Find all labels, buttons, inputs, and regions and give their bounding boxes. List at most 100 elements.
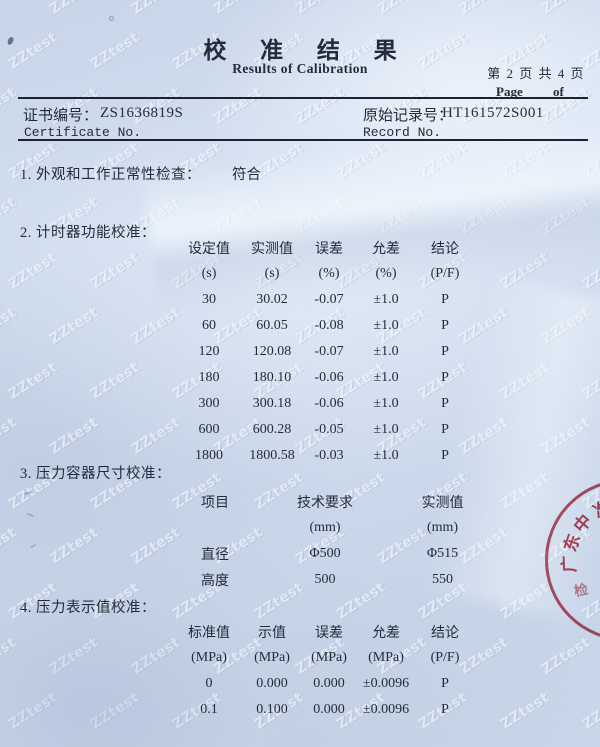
table-value-cell: -0.03 bbox=[314, 448, 344, 463]
table-value-cell: 600 bbox=[198, 422, 220, 437]
table-header-cell: 标准值 bbox=[188, 626, 230, 641]
table-value-cell: 120.08 bbox=[252, 344, 292, 359]
table-value-cell: P bbox=[441, 422, 449, 437]
timer-calibration-table: 设定值 实测值 误差 允差 结论 (s) (s) (%) (%) (P/F) 30 30.02 -0.0… bbox=[176, 235, 474, 469]
table-header-cell: 实测值 bbox=[251, 242, 293, 257]
table-header-cell: 误差 bbox=[315, 626, 343, 641]
record-number-label-en: Record No. bbox=[363, 125, 442, 140]
table-value-cell: 1800 bbox=[195, 448, 223, 463]
table-unit-cell: (%) bbox=[375, 266, 397, 281]
certificate-number-label: 证书编号： bbox=[23, 108, 99, 124]
table-value-cell: -0.06 bbox=[314, 396, 344, 411]
seal-arc-character: 广 bbox=[559, 555, 579, 573]
table-value-cell: ±1.0 bbox=[373, 422, 399, 437]
table-unit-cell: (MPa) bbox=[368, 650, 404, 665]
table-value-cell: 300.18 bbox=[252, 396, 292, 411]
table-value-cell: 0.100 bbox=[256, 702, 288, 717]
table-value-cell: 0.000 bbox=[313, 702, 345, 717]
table-value-cell: ±1.0 bbox=[373, 318, 399, 333]
table-value-cell: ±1.0 bbox=[373, 396, 399, 411]
section-3-heading: 3. 压力容器尺寸校准： bbox=[20, 466, 171, 482]
table-header-cell: 设定值 bbox=[188, 242, 230, 257]
table-value-cell: 1800.58 bbox=[249, 448, 295, 463]
certificate-number-value: ZS1636819S bbox=[100, 105, 184, 121]
table-value-cell: 550 bbox=[432, 572, 453, 587]
section-2-heading: 2. 计时器功能校准： bbox=[20, 225, 156, 241]
table-value-cell: 300 bbox=[198, 396, 220, 411]
table-unit-cell: (mm) bbox=[309, 520, 341, 535]
table-value-cell: 直径 bbox=[201, 548, 229, 563]
table-header-cell: 结论 bbox=[431, 626, 459, 641]
table-value-cell: ±0.0096 bbox=[362, 702, 410, 717]
table-value-cell: P bbox=[441, 292, 449, 307]
table-value-cell: 30 bbox=[202, 292, 216, 307]
table-header-cell: 技术要求 bbox=[297, 496, 353, 511]
table-value-cell: P bbox=[441, 676, 449, 691]
table-value-cell: -0.06 bbox=[314, 370, 344, 385]
table-value-cell: ±1.0 bbox=[373, 344, 399, 359]
table-value-cell: Φ500 bbox=[309, 546, 341, 561]
table-value-cell: 60 bbox=[202, 318, 216, 333]
table-unit-cell bbox=[175, 515, 255, 541]
pressure-indication-table: 标准值 示值 误差 允差 结论 (MPa) (MPa) (MPa) (MPa) (P/F) 0 0.0… bbox=[176, 619, 474, 723]
table-value-cell: P bbox=[441, 396, 449, 411]
table-header-cell: 误差 bbox=[315, 242, 343, 257]
page-word-label: Page bbox=[496, 84, 523, 99]
table-header-cell: 允差 bbox=[372, 626, 400, 641]
table-value-cell: P bbox=[441, 702, 449, 717]
table-value-cell: 600.28 bbox=[252, 422, 292, 437]
table-header-cell: 允差 bbox=[372, 242, 400, 257]
divider-line-top bbox=[18, 97, 588, 99]
table-header-cell: 结论 bbox=[431, 242, 459, 257]
table-value-cell: 30.02 bbox=[256, 292, 288, 307]
table-unit-cell: (%) bbox=[318, 266, 340, 281]
table-header-cell: 实测值 bbox=[421, 496, 464, 511]
table-value-cell: ±1.0 bbox=[373, 370, 399, 385]
table-value-cell: P bbox=[441, 370, 449, 385]
table-value-cell: ±1.0 bbox=[373, 448, 399, 463]
table-value-cell: -0.07 bbox=[314, 344, 344, 359]
table-value-cell: 0.000 bbox=[256, 676, 288, 691]
table-unit-cell: (MPa) bbox=[311, 650, 347, 665]
page-indicator: 第 2 页 共 4 页 bbox=[487, 66, 585, 81]
table-value-cell: -0.05 bbox=[314, 422, 344, 437]
record-number-value: HT161572S001 bbox=[442, 105, 544, 121]
section-4-heading: 4. 压力表示值校准： bbox=[20, 600, 156, 616]
table-unit-cell: (s) bbox=[264, 266, 280, 281]
table-value-cell: P bbox=[441, 318, 449, 333]
divider-line-header-bottom bbox=[18, 139, 588, 141]
record-number-label: 原始记录号： bbox=[363, 108, 454, 124]
seal-inner-character: 检 bbox=[572, 582, 590, 601]
table-header-cell: 项目 bbox=[201, 496, 229, 511]
page-title: 校 准 结 果 bbox=[203, 38, 411, 63]
certificate-number-label-en: Certificate No. bbox=[24, 125, 142, 140]
table-value-cell: ±1.0 bbox=[373, 292, 399, 307]
table-value-cell: 180.10 bbox=[252, 370, 292, 385]
table-unit-cell: (P/F) bbox=[430, 266, 460, 281]
table-value-cell: 120 bbox=[198, 344, 220, 359]
section-1-result: 符合 bbox=[232, 167, 261, 183]
table-unit-cell: (P/F) bbox=[430, 650, 460, 665]
table-value-cell: 60.05 bbox=[256, 318, 288, 333]
table-value-cell: -0.07 bbox=[314, 292, 344, 307]
table-value-cell: P bbox=[441, 344, 449, 359]
table-value-cell: 0 bbox=[205, 676, 213, 691]
table-value-cell: Φ515 bbox=[426, 546, 459, 561]
paper-speck bbox=[109, 16, 114, 21]
table-value-cell: 0.000 bbox=[313, 676, 345, 691]
table-value-cell: 180 bbox=[198, 370, 220, 385]
of-word-label: of bbox=[553, 84, 564, 99]
section-1-heading: 1. 外观和工作正常性检查： bbox=[20, 167, 201, 183]
vessel-dimension-table: 项目 技术要求 实测值 (mm) (mm) 直径 Φ500 Φ515 高度 500 550 bbox=[175, 489, 490, 593]
table-value-cell: 高度 bbox=[201, 574, 229, 589]
table-unit-cell: (mm) bbox=[426, 520, 459, 535]
table-unit-cell: (s) bbox=[201, 266, 217, 281]
table-header-cell: 示值 bbox=[258, 626, 286, 641]
table-value-cell: P bbox=[441, 448, 449, 463]
table-value-cell: 500 bbox=[314, 572, 336, 587]
table-value-cell: 0.1 bbox=[200, 702, 218, 717]
table-value-cell: -0.08 bbox=[314, 318, 344, 333]
table-unit-cell: (MPa) bbox=[191, 650, 227, 665]
table-value-cell: ±0.0096 bbox=[362, 676, 410, 691]
